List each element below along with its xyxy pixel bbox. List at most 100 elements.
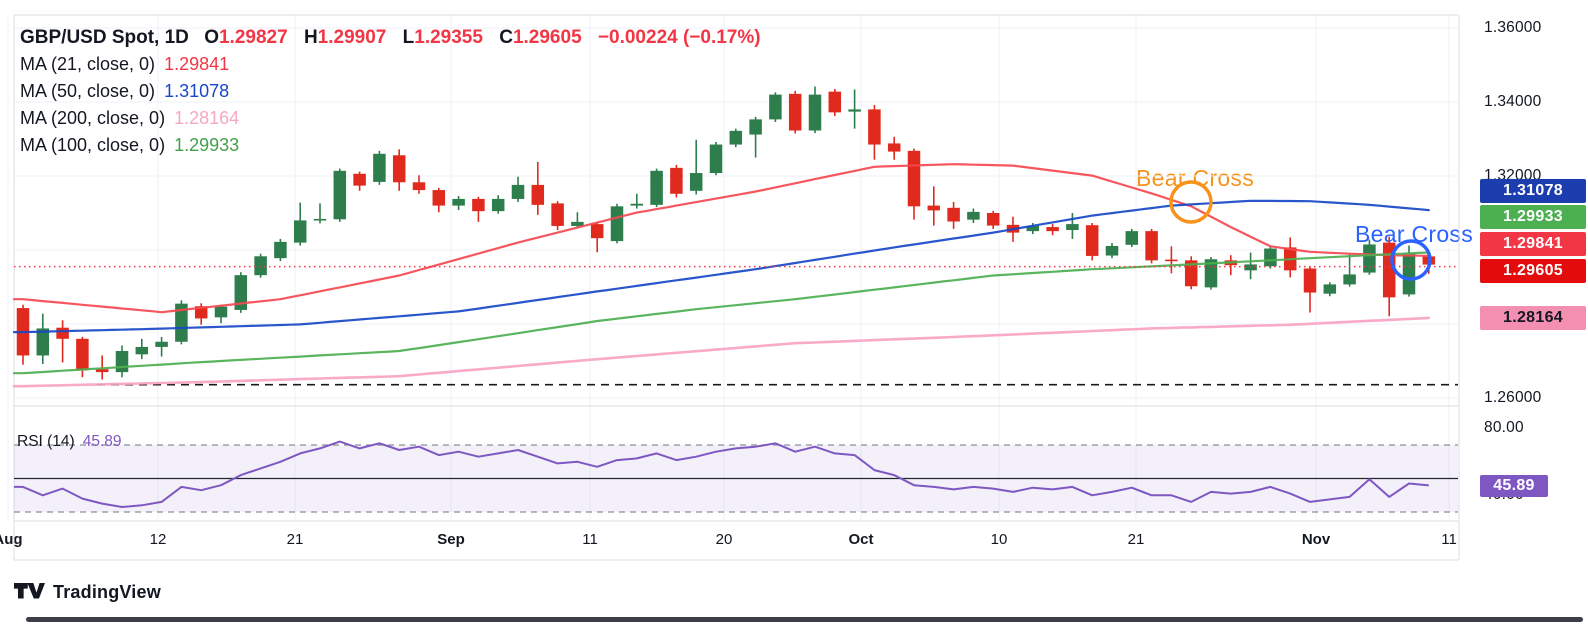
candle: [630, 203, 644, 206]
rsi-axis-label: 80.00: [1484, 419, 1524, 436]
legend: GBP/USD Spot, 1D O1.29827 H1.29907 L1.29…: [20, 24, 761, 159]
candle: [749, 119, 762, 135]
symbol-title-row[interactable]: GBP/USD Spot, 1D O1.29827 H1.29907 L1.29…: [20, 24, 761, 51]
candle: [848, 109, 861, 112]
open-label: O: [204, 27, 219, 48]
overlay-line-ma200: [12, 316, 1431, 388]
candle: [1343, 274, 1356, 285]
candle: [472, 198, 485, 212]
price-axis-label: 1.36000: [1484, 19, 1542, 36]
candle: [907, 150, 921, 207]
candle: [868, 109, 881, 145]
candle: [709, 144, 723, 174]
rsi-line: [14, 440, 1429, 508]
candle: [412, 182, 426, 191]
high-label: H: [303, 27, 318, 48]
candle: [788, 93, 802, 131]
candle: [986, 213, 1000, 226]
change-value: −0.00224 (−0.17%): [597, 27, 761, 48]
candle: [175, 303, 188, 342]
indicator-row-ma50[interactable]: MA (50, close, 0) 1.31078: [20, 78, 761, 105]
price-axis-badge: 1.28164: [1480, 306, 1586, 330]
candle: [333, 170, 347, 220]
candle: [729, 130, 743, 145]
candle: [927, 205, 941, 211]
open-value: 1.29827: [218, 27, 288, 48]
ma200-value: 1.28164: [174, 108, 240, 128]
tradingview-logo[interactable]: TradingView: [14, 582, 161, 603]
ma21-label: MA (21, close, 0): [20, 54, 156, 74]
candle: [313, 218, 327, 221]
candle: [769, 94, 782, 120]
candle: [1066, 224, 1079, 231]
close-label: C: [499, 27, 513, 48]
candle: [194, 306, 208, 319]
rsi-legend-row[interactable]: RSI (14) 45.89: [17, 433, 122, 451]
time-axis-tick: 11: [582, 531, 598, 548]
candle: [373, 153, 386, 182]
candle: [1026, 225, 1040, 232]
indicator-row-ma100[interactable]: MA (100, close, 0) 1.29933: [20, 132, 761, 159]
ma200-label: MA (200, close, 0): [20, 108, 166, 128]
candle: [95, 369, 109, 373]
candle: [1105, 245, 1119, 256]
ma21-value: 1.29841: [164, 54, 230, 74]
candle: [115, 351, 129, 373]
time-axis-tick: 12: [149, 531, 167, 548]
candle: [650, 170, 663, 205]
time-axis-tick: 10: [990, 531, 1008, 548]
time-axis-tick: Sep: [437, 531, 465, 548]
rsi-axis-badge: 45.89: [1480, 475, 1548, 497]
candle: [1244, 264, 1257, 271]
candle: [590, 224, 604, 239]
candle: [1085, 225, 1099, 256]
candle: [689, 173, 703, 191]
time-axis-tick: 21: [1127, 531, 1145, 548]
indicator-row-ma200[interactable]: MA (200, close, 0) 1.28164: [20, 105, 761, 132]
candle: [234, 275, 248, 310]
indicator-row-ma21[interactable]: MA (21, close, 0) 1.29841: [20, 51, 761, 78]
candle: [135, 346, 149, 355]
candle: [571, 221, 584, 226]
candle: [1145, 231, 1158, 261]
bear-cross-annotation-0: Bear Cross: [1136, 165, 1255, 191]
candle: [452, 198, 465, 206]
candle: [392, 155, 406, 183]
candle: [1303, 268, 1317, 293]
candle: [1363, 244, 1376, 273]
candle: [1264, 248, 1277, 267]
time-axis-tick: 21: [286, 531, 304, 548]
rsi-label: RSI (14): [17, 433, 75, 450]
overlay-line-ma21: [12, 163, 1430, 314]
candle: [214, 306, 228, 318]
candle: [432, 190, 446, 206]
bear-cross-circle: [1169, 180, 1213, 224]
candle: [254, 256, 267, 276]
price-axis-badge: 1.29841: [1480, 232, 1586, 256]
ma50-value: 1.31078: [164, 81, 230, 101]
bear-cross-circle: [1390, 239, 1432, 281]
time-axis-tick: 11: [1441, 531, 1457, 548]
time-axis-tick: Oct: [848, 531, 874, 548]
overlay-line-ma50: [12, 199, 1430, 334]
close-value: 1.29605: [512, 27, 582, 48]
candle: [155, 341, 168, 347]
price-axis-badge: 1.29933: [1480, 205, 1586, 229]
candle: [1046, 227, 1059, 232]
candle: [887, 143, 901, 152]
tradingview-logo-text: TradingView: [53, 582, 161, 602]
overlay-line-ma100: [12, 251, 1430, 375]
candle: [808, 94, 822, 131]
candle: [967, 211, 980, 220]
candle: [670, 167, 683, 194]
ma100-value: 1.29933: [174, 135, 240, 155]
time-axis-tick: 20: [715, 531, 733, 548]
candle: [274, 241, 287, 259]
price-axis-label: 1.34000: [1484, 93, 1542, 110]
candle: [1165, 259, 1178, 262]
low-label: L: [402, 27, 415, 48]
candle: [947, 207, 960, 222]
rsi-value: 45.89: [82, 433, 122, 450]
candle: [511, 184, 525, 199]
